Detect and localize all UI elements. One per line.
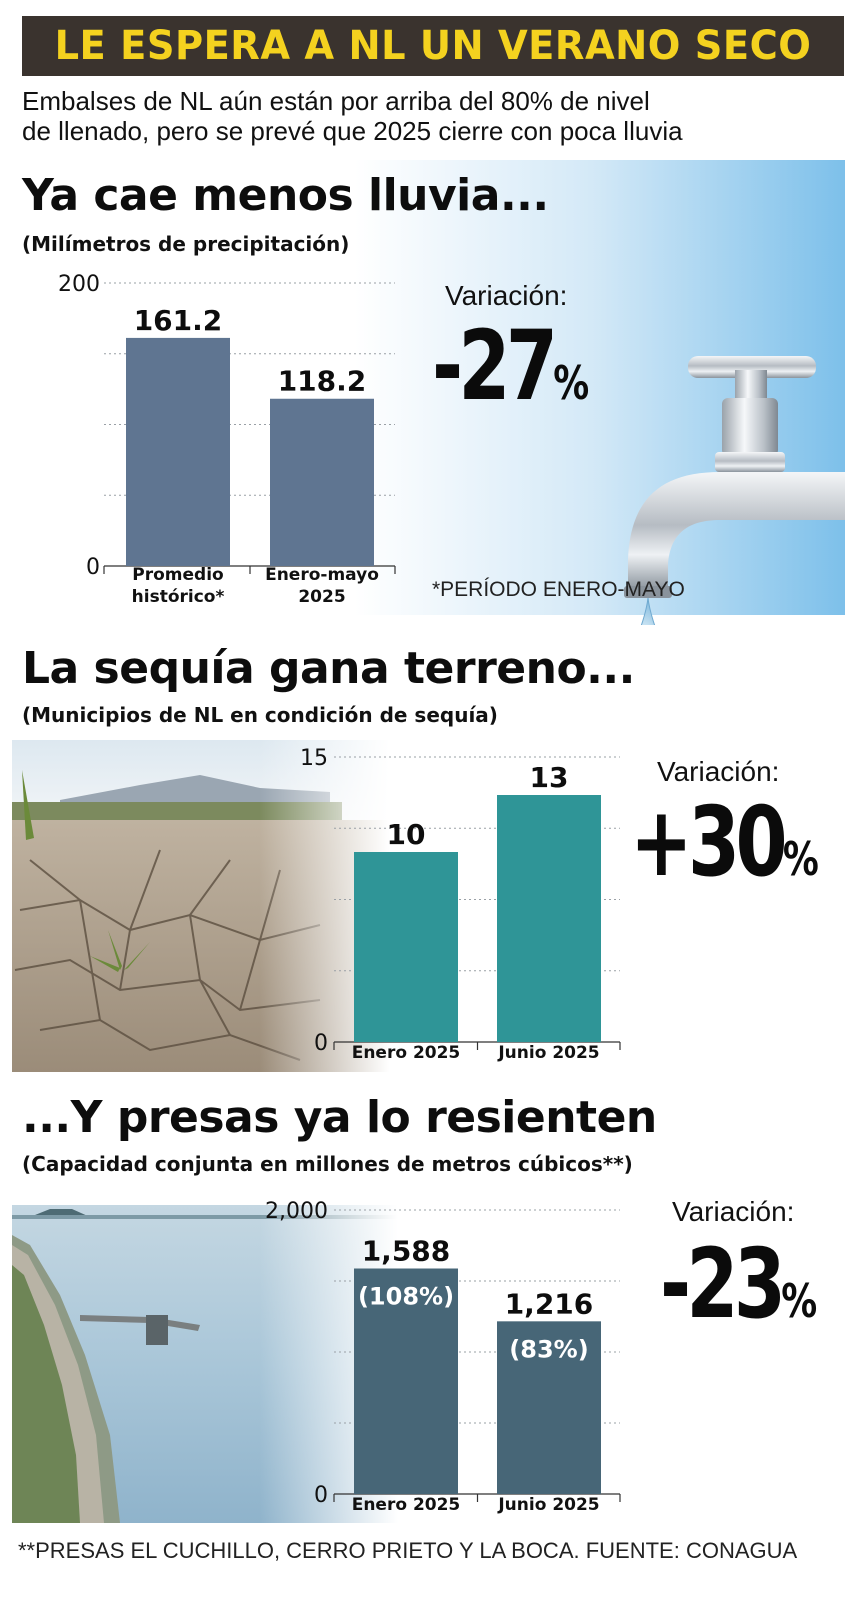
bar [497,1321,601,1494]
water-drop-icon [640,597,656,625]
main-title: LE ESPERA A NL UN VERANO SECO [54,23,812,69]
section-2-variation-label: Variación: [657,756,780,787]
section-1-title: Ya cae menos lluvia... [22,170,549,221]
section-1-subtitle: (Milímetros de precipitación) [22,232,350,256]
water-faucet-icon [624,356,845,598]
source-footer: **PRESAS EL CUCHILLO, CERRO PRIETO Y LA … [18,1538,798,1563]
section-2-title: La sequía gana terreno... [22,643,635,694]
percent-sign: % [781,1274,818,1328]
y-tick-label: 2,000 [265,1199,328,1224]
percent-sign: % [782,832,819,886]
section-3-subtitle: (Capacidad conjunta en millones de metro… [22,1152,633,1176]
x-category-label: histórico* [132,587,225,607]
y-tick-label: 0 [314,1031,328,1056]
period-note: *PERÍODO ENERO-MAYO [432,578,685,601]
x-category-label: Enero 2025 [352,1043,461,1063]
section-1-variation-value: -27% [432,310,590,422]
section-3-variation-value: -23% [660,1228,818,1340]
data-label: 118.2 [278,365,367,398]
bar [354,852,458,1042]
section-3-variation-label: Variación: [672,1196,795,1227]
x-category-label: Enero 2025 [352,1495,461,1515]
y-tick-label: 15 [300,746,328,771]
data-label: 1,588 [362,1235,451,1268]
section-1-variation-label: Variación: [445,280,568,311]
data-label: 10 [387,818,426,851]
section-3-title: ...Y presas ya lo resienten [22,1092,657,1143]
section-2-variation-value: +30% [630,786,819,898]
data-label: 161.2 [134,304,223,337]
subtitle-line-2: de llenado, pero se prevé que 2025 cierr… [22,116,683,146]
x-category-label: Junio 2025 [497,1043,599,1063]
x-category-label: Enero-mayo [265,565,379,585]
data-label: 13 [530,761,569,794]
section-2-subtitle: (Municipios de NL en condición de sequía… [22,703,498,727]
bar [354,1268,458,1494]
y-tick-label: 0 [86,555,100,580]
bar [497,795,601,1042]
subtitle-line-1: Embalses de NL aún están por arriba del … [22,86,650,116]
bar [270,398,374,566]
subtitle: Embalses de NL aún están por arriba del … [22,86,852,146]
x-category-label: Junio 2025 [497,1495,599,1515]
bar-percent-label: (108%) [358,1283,454,1311]
bar [126,337,230,566]
bar-percent-label: (83%) [509,1335,588,1363]
x-category-label: 2025 [298,587,345,607]
y-tick-label: 200 [58,272,100,297]
y-tick-label: 0 [314,1483,328,1508]
data-label: 1,216 [505,1287,594,1320]
x-category-label: Promedio [132,565,223,585]
title-banner [22,16,844,76]
percent-sign: % [553,356,590,410]
